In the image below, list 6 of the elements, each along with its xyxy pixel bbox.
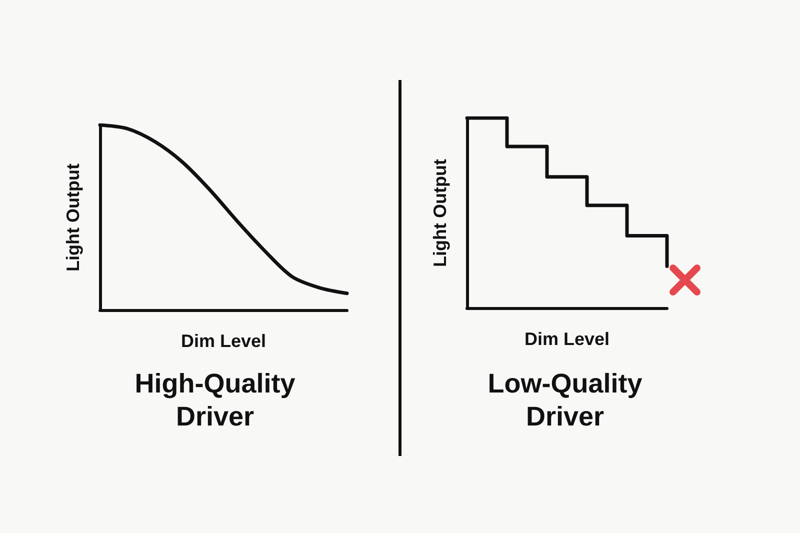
y-axis-title: Light Output	[430, 159, 450, 267]
x-axis-title: Dim Level	[180, 331, 266, 351]
y-axis-title: Light Output	[63, 164, 83, 272]
text: Low-Quality Driver	[488, 368, 642, 432]
x-axis-title: Dim Level	[524, 329, 610, 349]
text: High-Quality Driver	[134, 368, 296, 432]
